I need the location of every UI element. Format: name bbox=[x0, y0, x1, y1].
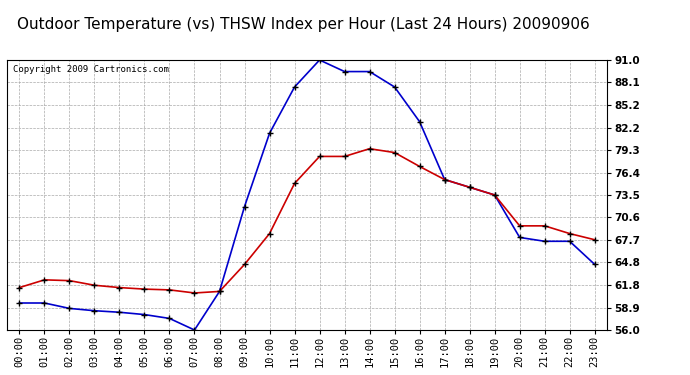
Text: Copyright 2009 Cartronics.com: Copyright 2009 Cartronics.com bbox=[13, 65, 169, 74]
Text: Outdoor Temperature (vs) THSW Index per Hour (Last 24 Hours) 20090906: Outdoor Temperature (vs) THSW Index per … bbox=[17, 17, 590, 32]
